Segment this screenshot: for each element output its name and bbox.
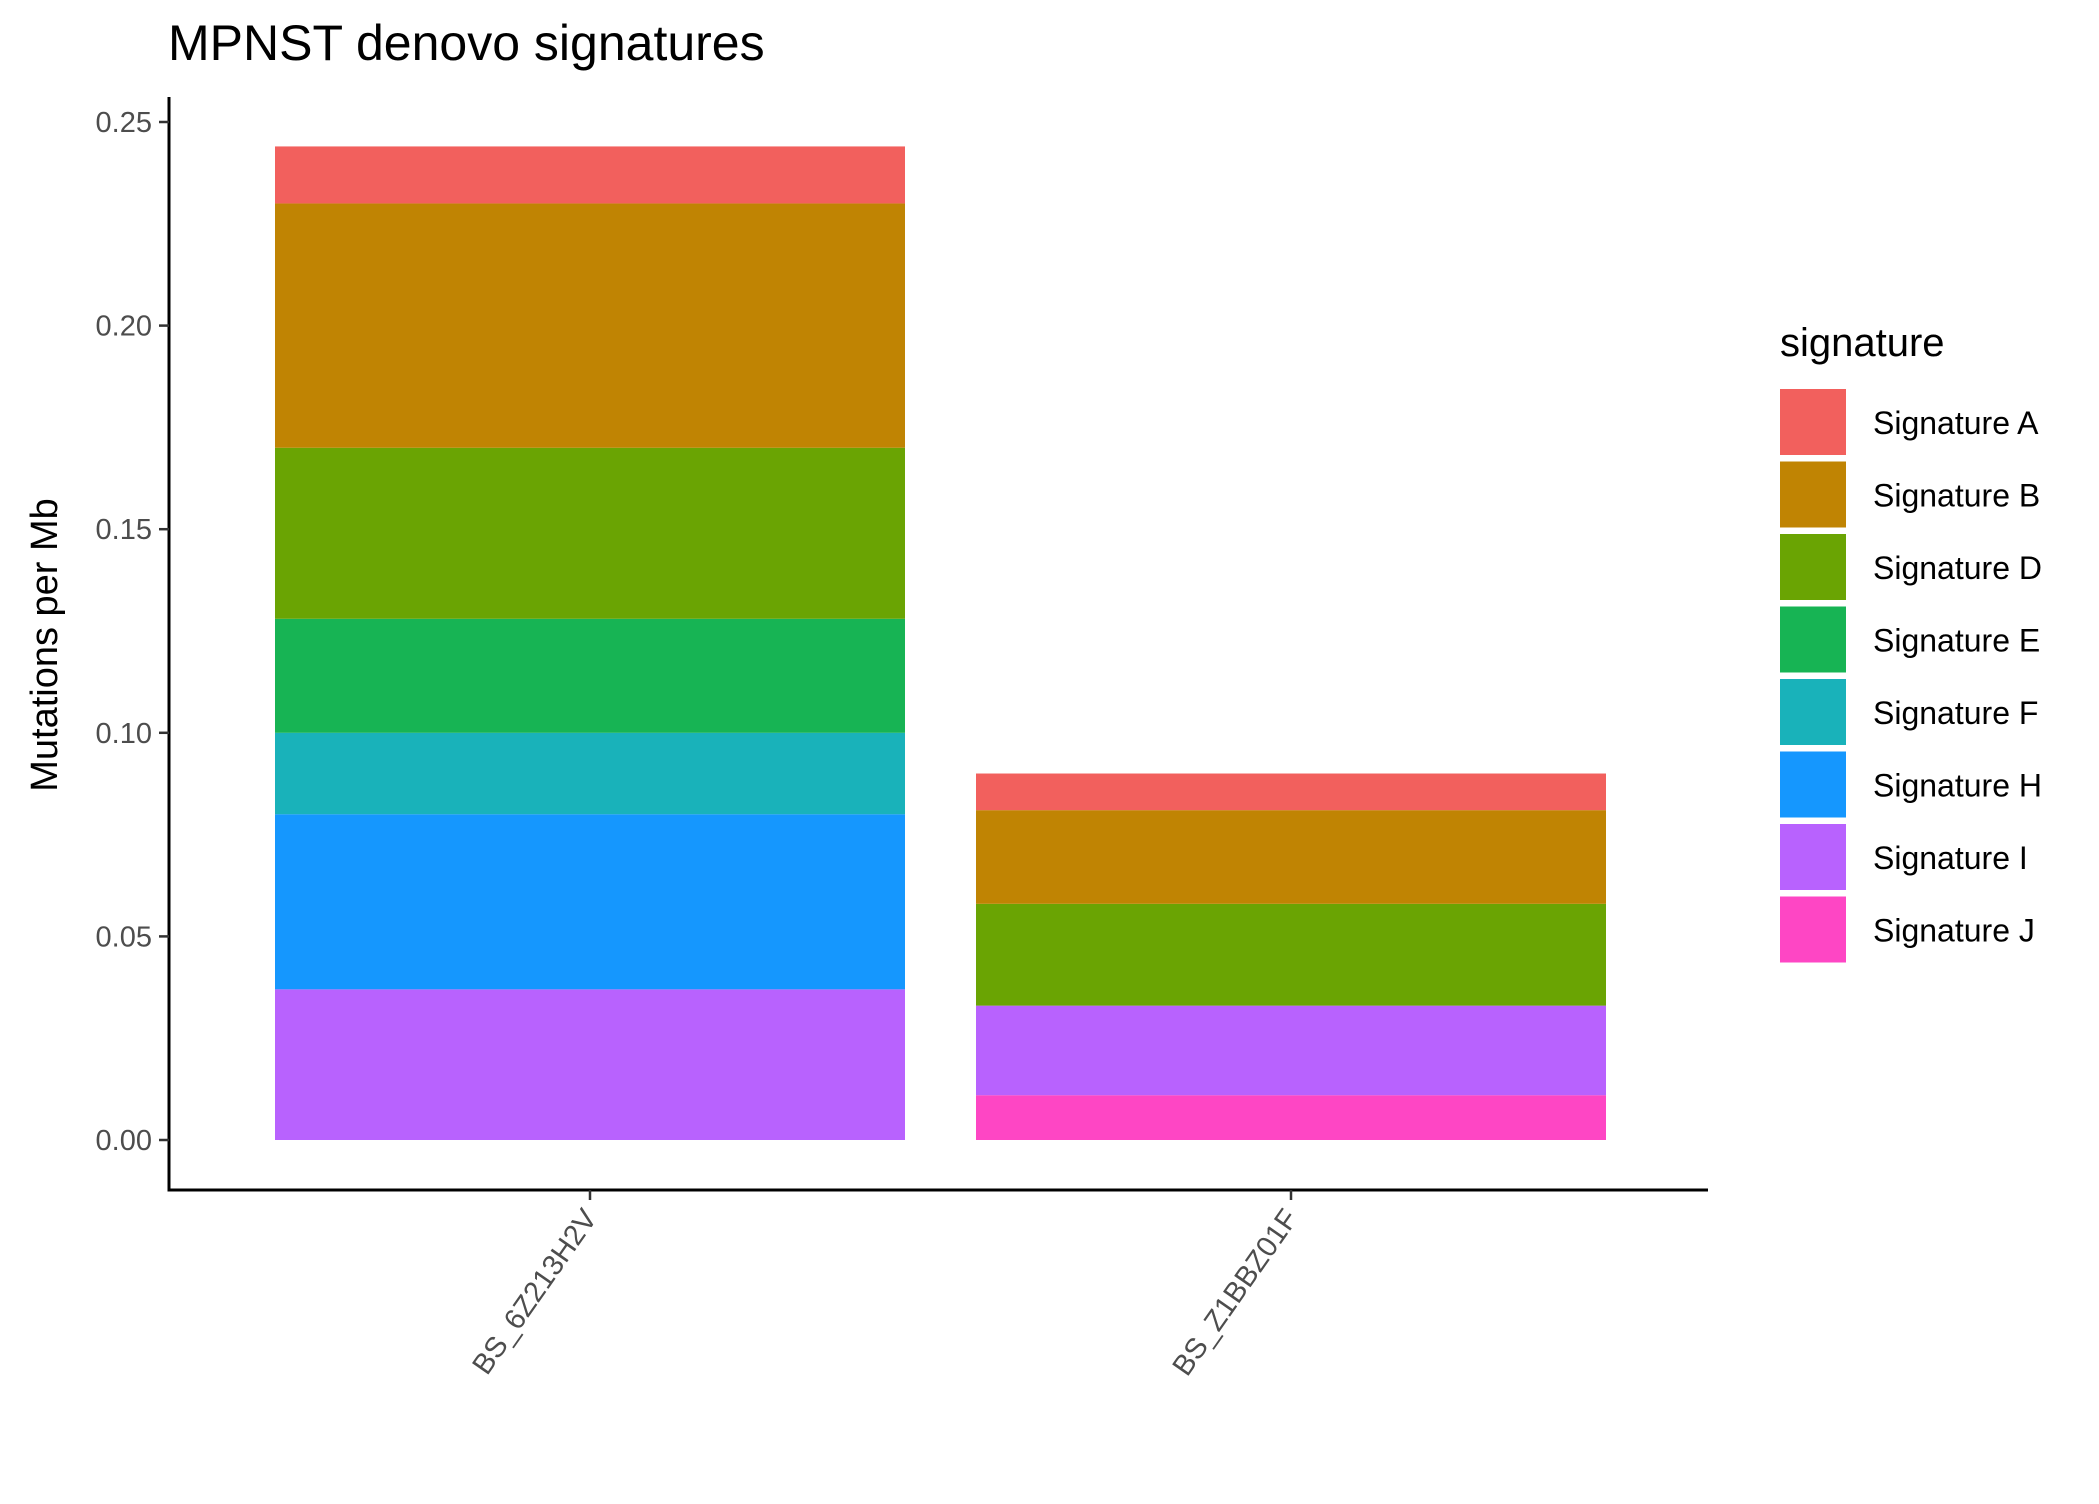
legend-label: Signature H	[1873, 768, 2042, 804]
y-tick-label: 0.25	[96, 107, 152, 139]
legend-label: Signature A	[1873, 405, 2039, 441]
legend-key	[1780, 534, 1846, 600]
x-axis: BS_6Z213H2V BS_Z1BBZ01F	[167, 1188, 1708, 1382]
bar-segment	[275, 618, 905, 733]
legend-label: Signature B	[1873, 478, 2040, 514]
legend-key	[1780, 824, 1846, 890]
x-tick-label: BS_Z1BBZ01F	[1167, 1204, 1305, 1382]
legend-label: Signature D	[1873, 550, 2042, 586]
y-tick-label: 0.00	[96, 1125, 152, 1157]
bar-segment	[275, 989, 905, 1140]
legend: signature Signature A Signature B Signatur…	[1780, 321, 2042, 963]
legend-key	[1780, 389, 1846, 455]
y-axis-title: Mutations per Mb	[24, 498, 66, 792]
bar-segment	[275, 203, 905, 448]
bar-segment	[275, 447, 905, 619]
legend-title: signature	[1780, 321, 1945, 365]
y-tick-label: 0.05	[96, 921, 152, 953]
bar-segment	[976, 903, 1606, 1006]
legend-key	[1780, 896, 1846, 963]
bar-segment	[976, 1095, 1606, 1140]
legend-label: Signature E	[1873, 623, 2040, 659]
legend-label: Signature F	[1873, 695, 2038, 731]
legend-key	[1780, 606, 1846, 673]
legend-label: Signature I	[1873, 840, 2028, 876]
legend-label: Signature J	[1873, 913, 2035, 949]
y-tick-label: 0.20	[96, 311, 152, 343]
x-tick-label: BS_6Z213H2V	[467, 1203, 605, 1380]
bar-segment	[976, 773, 1606, 811]
legend-key	[1780, 751, 1846, 818]
bar-segment	[275, 732, 905, 815]
bar-segment	[275, 146, 905, 204]
y-axis: 0.00 0.05 0.10 0.15 0.20 0.25	[96, 97, 171, 1190]
bar-segment	[275, 814, 905, 990]
y-tick-label: 0.15	[96, 514, 152, 546]
chart-title: MPNST denovo signatures	[168, 15, 765, 71]
plot-area	[275, 146, 1606, 1140]
legend-key	[1780, 461, 1846, 528]
legend-key	[1780, 679, 1846, 745]
y-tick-label: 0.10	[96, 718, 152, 750]
bar-segment	[976, 810, 1606, 904]
bar-segment	[976, 1005, 1606, 1096]
